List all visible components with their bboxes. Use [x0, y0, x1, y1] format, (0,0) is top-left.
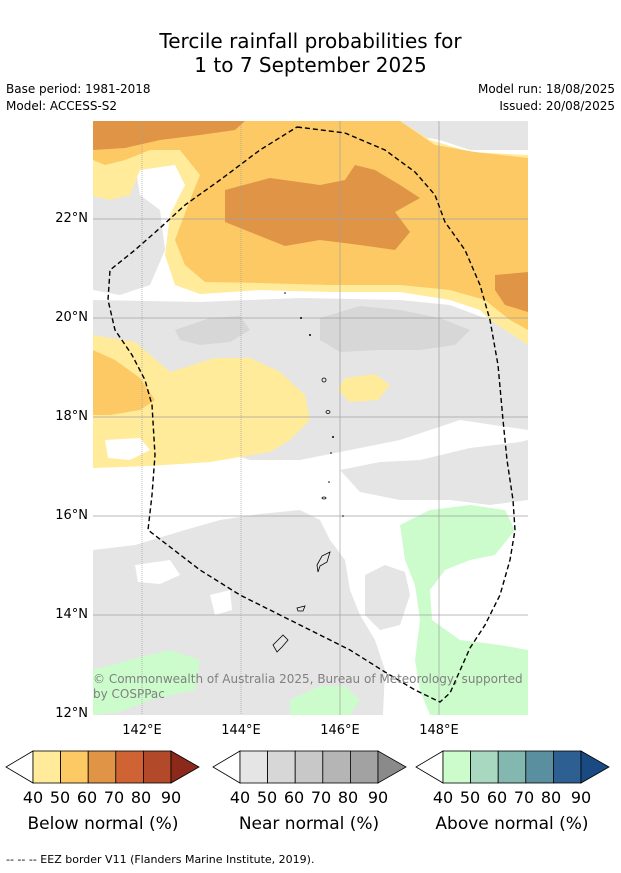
colorbar-near-swatch — [349, 750, 379, 784]
eez-border-note: -- -- -- EEZ border V11 (Flanders Marine… — [6, 853, 315, 866]
below-normal-band-west — [93, 335, 310, 468]
island-dot-5 — [328, 481, 330, 483]
eez-border — [107, 126, 516, 703]
colorbar-below-swatch — [32, 750, 62, 784]
island-north-1 — [321, 377, 327, 383]
lat-label-16n: 16°N — [55, 508, 88, 523]
below-normal-50-west — [93, 350, 155, 415]
above-normal-area-southwest — [93, 650, 200, 715]
below-normal-60-north — [93, 121, 245, 150]
island-north-2 — [325, 410, 331, 414]
colorbar-above-normal — [415, 750, 610, 784]
cb-below-tick-50: 50 — [49, 788, 71, 807]
colorbar-near-arrow-right — [377, 750, 407, 784]
cb-below-tick-70: 70 — [103, 788, 125, 807]
colorbar-below-arrow-left — [5, 750, 34, 784]
island-saipan-tinian — [316, 551, 331, 573]
copyright-line-1: © Commonwealth of Australia 2025, Bureau… — [93, 672, 523, 686]
cb-near-tick-60: 60 — [283, 788, 305, 807]
colorbar-near-arrow-left — [212, 750, 241, 784]
lon-label-142e: 142°E — [122, 723, 162, 738]
island-dot-3 — [332, 436, 334, 438]
near-normal-small-white-2 — [210, 590, 232, 615]
cb-above-tick-40: 40 — [432, 788, 454, 807]
colorbar-near-normal — [212, 750, 407, 784]
cb-below-tick-90: 90 — [160, 788, 182, 807]
near-normal-east-strip — [340, 440, 528, 505]
base-period-label: Base period: 1981-2018 — [6, 82, 151, 96]
colorbar-near-swatch — [267, 750, 296, 784]
colorbar-above-swatch — [525, 750, 554, 784]
below-normal-60-east — [495, 272, 528, 312]
near-normal-50-middle-2 — [320, 306, 470, 352]
colorbar-below-swatch — [87, 750, 117, 784]
cb-near-tick-50: 50 — [256, 788, 278, 807]
lon-label-146e: 146°E — [320, 723, 360, 738]
cb-near-tick-40: 40 — [229, 788, 251, 807]
copyright-notice: © Commonwealth of Australia 2025, Bureau… — [93, 672, 523, 702]
lon-label-144e: 144°E — [221, 723, 261, 738]
colorbar-near-swatch — [294, 750, 324, 784]
colorbar-above-swatch — [497, 750, 527, 784]
below-normal-60-center — [225, 165, 420, 250]
near-normal-50-middle — [175, 316, 250, 345]
colorbar-below-swatch — [142, 750, 172, 784]
cb-above-tick-50: 50 — [459, 788, 481, 807]
cb-below-tick-60: 60 — [76, 788, 98, 807]
colorbar-below-swatch — [115, 750, 144, 784]
cb-above-tick-60: 60 — [486, 788, 508, 807]
cb-below-tick-40: 40 — [22, 788, 44, 807]
cb-above-tick-80: 80 — [540, 788, 562, 807]
lat-label-12n: 12°N — [55, 706, 88, 721]
lat-label-18n: 18°N — [55, 409, 88, 424]
island-dot-1 — [300, 317, 302, 319]
colorbar-above-arrow-right — [580, 750, 610, 784]
colorbar-below-arrow-right — [170, 750, 200, 784]
colorbar-above-title: Above normal (%) — [435, 814, 589, 834]
cb-near-tick-80: 80 — [337, 788, 359, 807]
lat-label-20n: 20°N — [55, 310, 88, 325]
model-label: Model: ACCESS-S2 — [6, 99, 118, 113]
island-dot-4 — [330, 452, 332, 454]
near-normal-small-white — [135, 560, 180, 584]
colorbar-below-normal — [5, 750, 200, 784]
below-normal-small-patch — [338, 374, 390, 402]
colorbar-above-swatch — [442, 750, 472, 784]
cb-near-tick-70: 70 — [310, 788, 332, 807]
cb-above-tick-90: 90 — [570, 788, 592, 807]
colorbar-below-title: Below normal (%) — [27, 814, 179, 834]
cb-above-tick-70: 70 — [513, 788, 535, 807]
map-panel — [93, 121, 528, 715]
colorbar-near-swatch — [322, 750, 351, 784]
near-normal-area-northeast — [400, 121, 528, 150]
lat-label-22n: 22°N — [55, 211, 88, 226]
island-north-3 — [321, 496, 327, 500]
island-dot-7 — [284, 292, 286, 294]
issued-label: Issued: 20/08/2025 — [499, 99, 615, 113]
colorbar-near-title: Near normal (%) — [238, 814, 380, 834]
colorbar-below-swatch — [60, 750, 89, 784]
colorbar-above-swatch — [470, 750, 499, 784]
lat-label-14n: 14°N — [55, 607, 88, 622]
model-run-label: Model run: 18/08/2025 — [477, 82, 615, 96]
lon-label-148e: 148°E — [419, 723, 459, 738]
cb-near-tick-90: 90 — [367, 788, 389, 807]
title-line-2: 1 to 7 September 2025 — [194, 53, 427, 77]
near-normal-east-patch — [365, 565, 410, 630]
title-line-1: Tercile rainfall probabilities for — [159, 29, 462, 53]
island-guam — [272, 634, 289, 653]
island-dot-2 — [309, 334, 311, 336]
above-normal-area-south — [290, 686, 360, 715]
colorbar-near-swatch — [239, 750, 269, 784]
above-normal-area-east — [400, 505, 528, 715]
island-dot-6 — [342, 515, 344, 517]
colorbar-above-arrow-left — [415, 750, 444, 784]
below-normal-white-gap — [105, 438, 150, 460]
cb-below-tick-80: 80 — [130, 788, 152, 807]
island-rota — [296, 605, 306, 612]
copyright-line-2: by COSPPac — [93, 687, 165, 701]
colorbar-above-swatch — [552, 750, 582, 784]
